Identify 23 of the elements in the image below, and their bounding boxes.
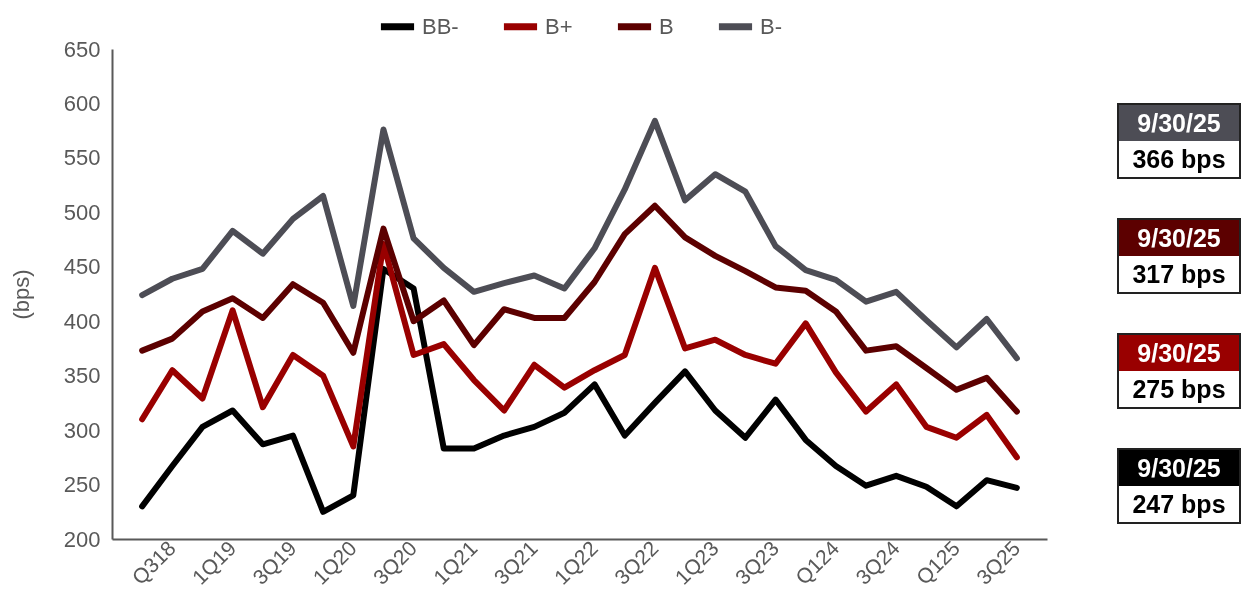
y-tick-label: 450 (63, 254, 101, 280)
y-tick-label: 200 (63, 526, 101, 552)
y-tick-label: 400 (63, 308, 101, 334)
text: 275 bps (1119, 371, 1239, 407)
text: 9/30/25 (1119, 105, 1239, 141)
y-tick-label: 250 (63, 472, 101, 498)
legend-label: B (659, 13, 674, 39)
y-tick-label: 350 (63, 363, 101, 389)
y-tick-label: 300 (63, 417, 101, 443)
y-tick-label: 600 (63, 90, 101, 116)
y-tick-label: 550 (63, 145, 101, 171)
text: 9/30/25 (1119, 220, 1239, 256)
text: 317 bps (1119, 256, 1239, 292)
y-tick-label: 500 (63, 199, 101, 225)
y-axis-title: (bps) (8, 269, 34, 320)
legend-label: B- (760, 13, 782, 39)
text: 9/30/25 (1119, 450, 1239, 486)
text: 9/30/25 (1119, 335, 1239, 371)
text: 247 bps (1119, 486, 1239, 522)
y-tick-label: 650 (63, 36, 101, 62)
legend-label: B+ (545, 13, 573, 39)
text: 366 bps (1119, 141, 1239, 177)
legend-label: BB- (422, 13, 459, 39)
